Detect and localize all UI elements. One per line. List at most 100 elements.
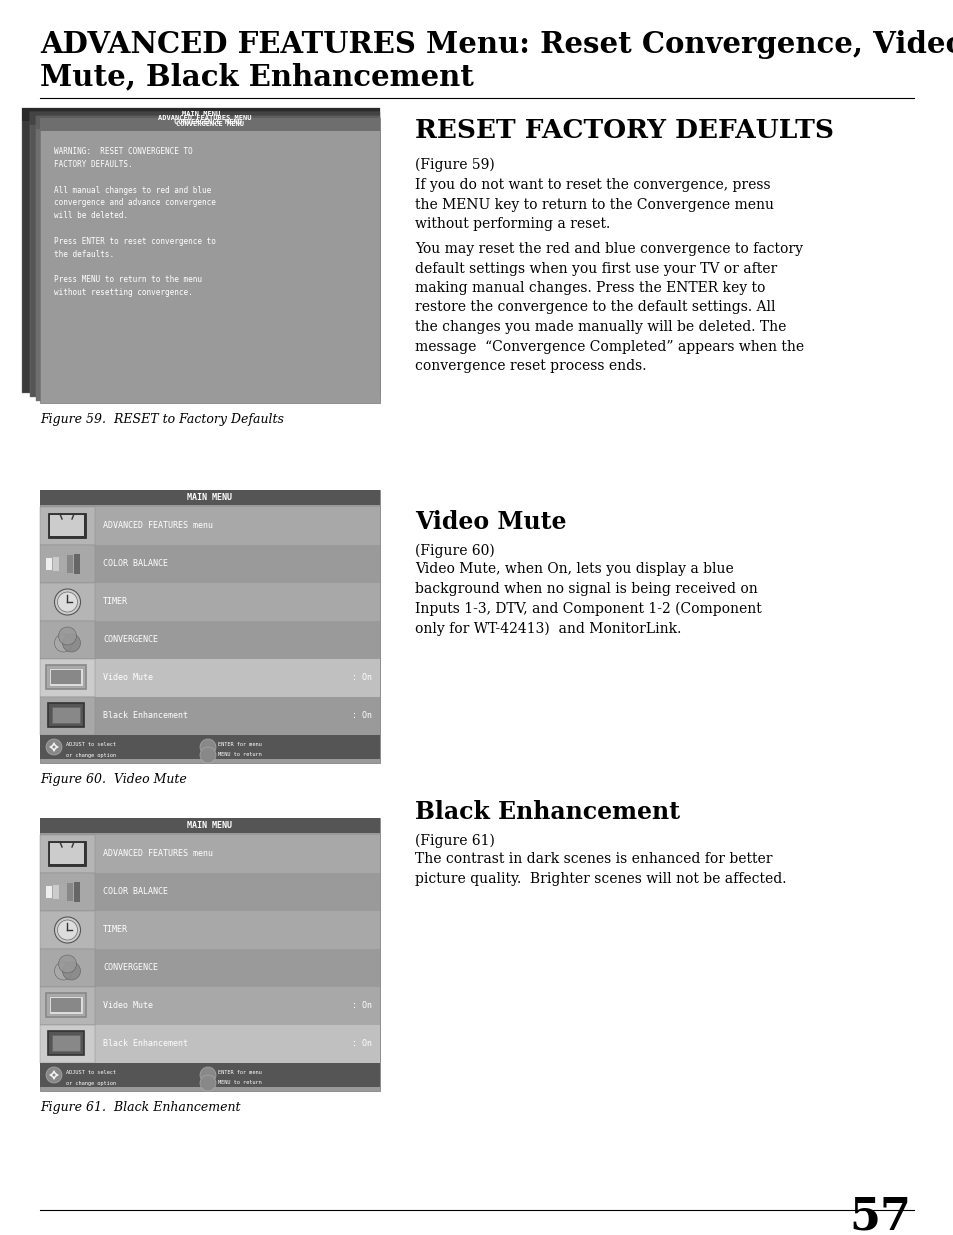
Bar (30, 112, 379, 125)
Text: or change option: or change option (66, 1081, 116, 1086)
Text: MAIN MENU: MAIN MENU (188, 821, 233, 830)
Text: : On: : On (352, 673, 372, 683)
Bar (40, 818, 379, 832)
Circle shape (54, 589, 80, 615)
Text: Video Mute: Video Mute (103, 673, 152, 683)
Bar (40, 948, 95, 987)
Bar (40, 621, 95, 659)
Text: CONVERGENCE: CONVERGENCE (103, 963, 158, 972)
Circle shape (54, 634, 72, 652)
Circle shape (200, 1067, 215, 1083)
Bar (74, 882, 80, 902)
Bar (40, 987, 379, 1025)
Text: : On: : On (352, 711, 372, 720)
Text: Black Enhancement: Black Enhancement (103, 711, 188, 720)
Circle shape (57, 592, 77, 613)
Bar (40, 873, 95, 911)
Bar (40, 1025, 379, 1063)
Bar (60, 556, 66, 572)
Bar (40, 735, 379, 760)
Bar (40, 659, 379, 697)
Text: (Figure 61): (Figure 61) (415, 834, 495, 848)
Circle shape (63, 962, 80, 981)
Text: ENTER for menu: ENTER for menu (218, 1071, 261, 1076)
Bar (40, 545, 95, 583)
Text: ADVANCED FEATURES Menu: Reset Convergence, Video: ADVANCED FEATURES Menu: Reset Convergenc… (40, 30, 953, 59)
Text: Mute, Black Enhancement: Mute, Black Enhancement (40, 62, 474, 91)
Bar (74, 555, 80, 574)
Bar (52, 706, 80, 722)
Text: ADVANCED FEATURES menu: ADVANCED FEATURES menu (103, 850, 213, 858)
Bar (40, 490, 379, 505)
Bar (48, 513, 86, 538)
Bar (40, 948, 379, 987)
Text: Figure 60.  Video Mute: Figure 60. Video Mute (40, 773, 187, 785)
Bar (40, 697, 95, 735)
Text: COLOR BALANCE: COLOR BALANCE (103, 559, 168, 568)
Bar (46, 993, 86, 1016)
Text: MAIN MENU: MAIN MENU (182, 111, 220, 117)
Text: TIMER: TIMER (103, 925, 128, 935)
Bar (40, 835, 379, 873)
Bar (50, 515, 84, 536)
Bar (40, 508, 95, 545)
Circle shape (57, 920, 77, 940)
Text: Video Mute, when On, lets you display a blue
background when no signal is being : Video Mute, when On, lets you display a … (415, 562, 760, 636)
Circle shape (58, 627, 76, 645)
Text: Figure 59.  RESET to Factory Defaults: Figure 59. RESET to Factory Defaults (40, 412, 284, 426)
Circle shape (54, 918, 80, 944)
Text: CONVERGENCE: CONVERGENCE (103, 636, 158, 645)
Bar (49, 995, 83, 1014)
Circle shape (200, 739, 215, 755)
Text: ENTER for menu: ENTER for menu (218, 742, 261, 747)
Text: RESET FACTORY DEFAULTS: RESET FACTORY DEFAULTS (415, 119, 833, 143)
Text: WARNING:  RESET CONVERGENCE TO
FACTORY DEFAULTS.

All manual changes to red and : WARNING: RESET CONVERGENCE TO FACTORY DE… (54, 147, 215, 298)
Bar (40, 911, 379, 948)
Bar (40, 873, 379, 911)
Bar (40, 1025, 95, 1063)
Bar (40, 508, 379, 545)
Circle shape (46, 1067, 62, 1083)
Text: MENU to return: MENU to return (218, 1081, 261, 1086)
Text: ADVANCED FEATURES MENU: ADVANCED FEATURES MENU (158, 116, 252, 121)
Bar (40, 1063, 379, 1087)
Text: If you do not want to reset the convergence, press
the MENU key to return to the: If you do not want to reset the converge… (415, 178, 773, 231)
Text: Black Enhancement: Black Enhancement (415, 800, 679, 824)
Bar (40, 119, 379, 403)
Bar (40, 583, 95, 621)
Bar (67, 883, 73, 902)
Bar (51, 998, 81, 1011)
Circle shape (200, 747, 215, 763)
Bar (40, 621, 379, 659)
Bar (46, 885, 52, 898)
Text: Figure 61.  Black Enhancement: Figure 61. Black Enhancement (40, 1100, 240, 1114)
Circle shape (46, 739, 62, 755)
Text: Video Mute: Video Mute (415, 510, 566, 534)
Text: CONVERGENCE MENU: CONVERGENCE MENU (175, 121, 244, 127)
Bar (48, 703, 84, 727)
Text: MAIN MENU: MAIN MENU (188, 493, 233, 501)
Text: (Figure 59): (Figure 59) (415, 158, 495, 173)
Bar (53, 885, 59, 899)
Bar (40, 659, 95, 697)
Bar (40, 545, 379, 583)
Bar (51, 671, 81, 684)
Bar (36, 116, 379, 128)
Bar (52, 1035, 80, 1051)
Bar (48, 841, 86, 866)
Bar (22, 107, 379, 393)
Bar (46, 664, 86, 689)
Bar (40, 490, 379, 763)
Bar (40, 818, 379, 1091)
Text: : On: : On (352, 1002, 372, 1010)
Text: COLOR BALANCE: COLOR BALANCE (103, 888, 168, 897)
Text: TIMER: TIMER (103, 598, 128, 606)
Text: (Figure 60): (Figure 60) (415, 543, 495, 558)
Bar (60, 884, 66, 900)
Text: ADVANCED FEATURES menu: ADVANCED FEATURES menu (103, 521, 213, 531)
Text: : On: : On (352, 1040, 372, 1049)
Text: MENU to return: MENU to return (218, 752, 261, 757)
Bar (53, 557, 59, 571)
Text: You may reset the red and blue convergence to factory
default settings when you : You may reset the red and blue convergen… (415, 242, 803, 373)
Circle shape (58, 955, 76, 973)
